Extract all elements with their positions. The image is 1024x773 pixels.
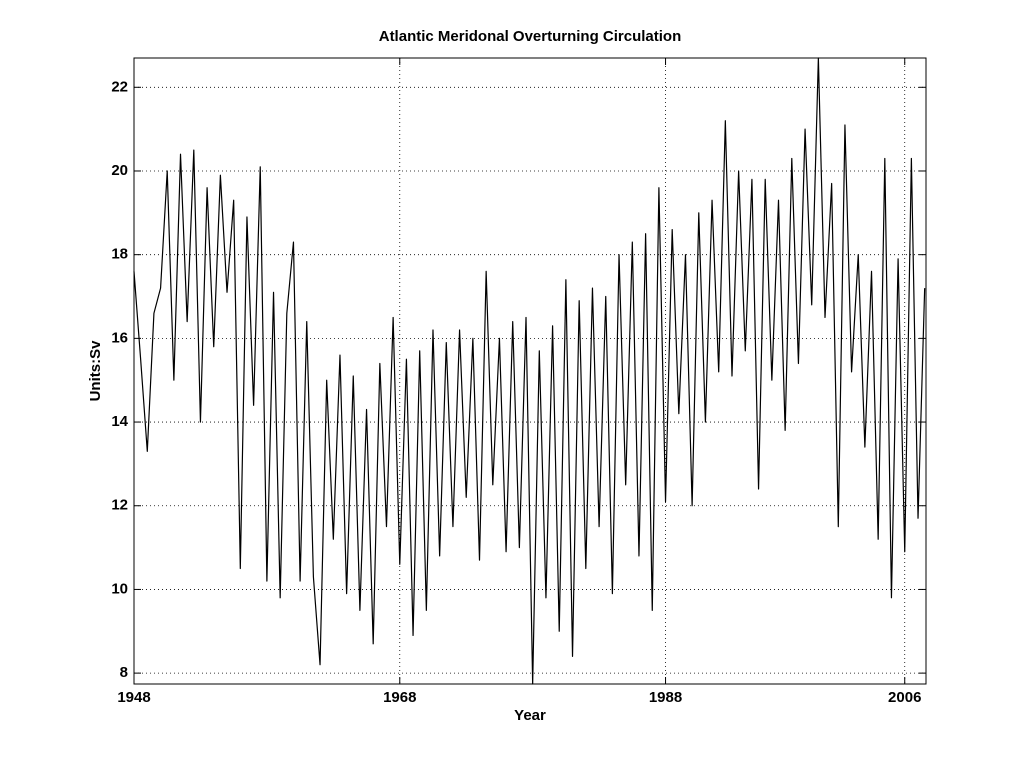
plot-frame xyxy=(133,57,927,685)
y-tick-label: 18 xyxy=(111,246,128,263)
y-tick-label: 16 xyxy=(111,329,128,346)
x-tick-label: 2006 xyxy=(888,689,921,706)
chart-title: Atlantic Meridonal Overturning Circulati… xyxy=(379,28,682,45)
y-tick-label: 12 xyxy=(111,497,128,514)
data-line xyxy=(133,57,926,685)
y-tick-label: 14 xyxy=(111,413,128,430)
y-axis-label: Units:Sv xyxy=(87,340,104,402)
x-axis-label: Year xyxy=(514,707,546,724)
x-tick-label: 1948 xyxy=(117,689,150,706)
y-tick-label: 8 xyxy=(120,664,128,681)
x-tick-label: 1988 xyxy=(649,689,682,706)
x-tick-label: 1968 xyxy=(383,689,416,706)
y-tick-label: 22 xyxy=(111,78,128,95)
y-tick-label: 10 xyxy=(111,580,128,597)
y-tick-label: 20 xyxy=(111,162,128,179)
